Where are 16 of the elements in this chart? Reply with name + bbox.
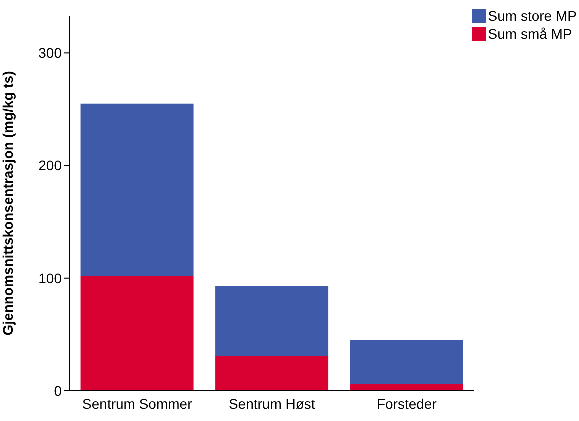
legend-label: Sum små MP (488, 26, 572, 42)
bar (80, 104, 194, 276)
bar (80, 276, 194, 391)
y-axis-title: Gjennomsnittskonsentrasjon (mg/kg ts) (0, 71, 16, 336)
bar (216, 286, 329, 356)
x-tick-label: Sentrum Sommer (82, 396, 193, 412)
x-tick-label: Sentrum Høst (228, 396, 316, 412)
y-tick-label: 200 (38, 158, 62, 174)
y-tick-label: 300 (38, 45, 62, 62)
legend-label: Sum store MP (488, 8, 577, 24)
bar (216, 356, 329, 391)
bar (350, 384, 464, 391)
y-tick-label: 100 (38, 270, 62, 286)
x-tick-label: Forsteder (376, 396, 438, 412)
y-tick-label: 0 (54, 382, 62, 399)
bar (350, 340, 464, 384)
